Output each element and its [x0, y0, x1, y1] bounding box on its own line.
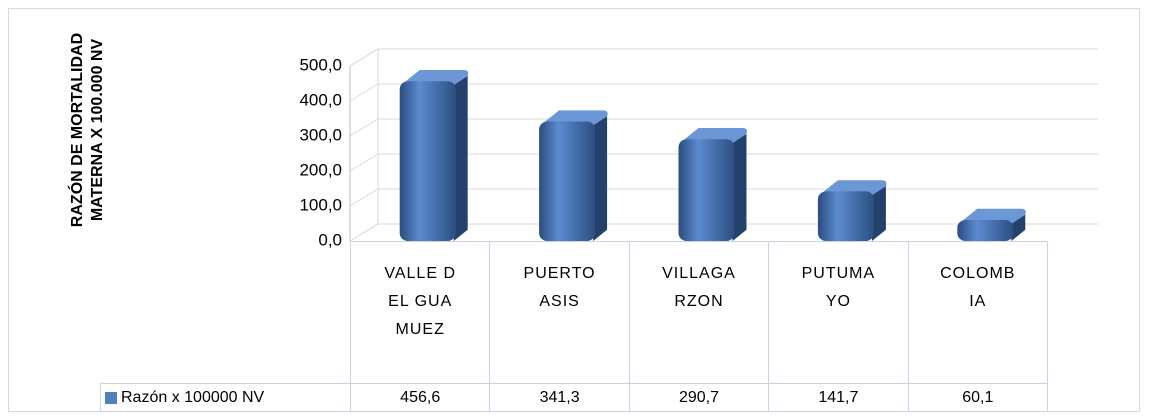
x-tick-label: VILLAGARZON	[662, 265, 736, 310]
grid-line	[349, 118, 1098, 137]
data-label: 456,6	[350, 383, 491, 412]
y-tick-label: 200,0	[299, 160, 342, 179]
y-tick-label: 400,0	[299, 90, 342, 109]
grid-line	[349, 153, 1098, 172]
bar-side	[871, 186, 886, 241]
bar	[539, 121, 596, 241]
data-label: 341,3	[489, 383, 630, 412]
x-tick-label: PUERTO ASIS	[523, 265, 596, 310]
y-tick-label: 100,0	[299, 195, 342, 214]
grid-line	[349, 48, 1098, 67]
bar	[817, 191, 874, 241]
category-cell: PUERTO ASIS	[489, 241, 630, 384]
y-axis-label: RAZÓN DE MORTALIDAD MATERNA X 100.000 NV	[69, 32, 106, 228]
legend: Razón x 100000 NV	[100, 383, 351, 412]
data-label: 290,7	[628, 383, 770, 412]
legend-key	[105, 391, 117, 404]
x-tick-label: VALLE DEL GUAMUEZ	[384, 265, 456, 338]
bar-side	[1011, 214, 1026, 241]
bar-side	[732, 134, 747, 241]
category-cell: VILLAGARZON	[628, 241, 770, 384]
category-cell: VALLE DEL GUAMUEZ	[350, 241, 491, 384]
side-wall	[349, 48, 379, 242]
category-cell: COLOMBIA	[907, 241, 1048, 384]
data-label: 141,7	[768, 383, 909, 412]
x-tick-label: COLOMBIA	[940, 265, 1016, 310]
data-label: 60,1	[907, 383, 1048, 412]
legend-label: Razón x 100000 NV	[121, 388, 265, 406]
bar	[399, 81, 456, 241]
y-tick-label: 0,0	[318, 230, 342, 249]
grid-line	[349, 83, 1098, 102]
bar-side	[453, 75, 468, 242]
bar	[678, 139, 735, 241]
category-cell: PUTUMAYO	[768, 241, 909, 384]
bar	[957, 219, 1014, 241]
x-tick-label: PUTUMAYO	[801, 265, 876, 310]
bar-side	[593, 116, 608, 241]
y-tick-label: 300,0	[299, 125, 342, 144]
y-tick-label: 500,0	[299, 55, 342, 74]
